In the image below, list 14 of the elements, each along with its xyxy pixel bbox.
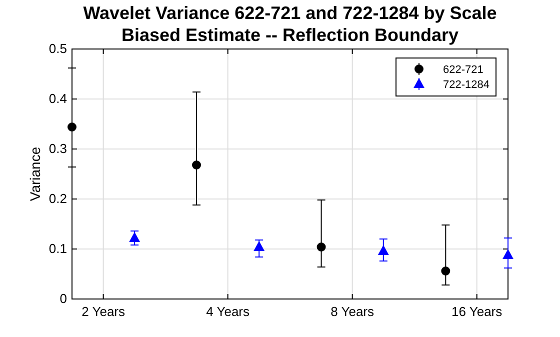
x-tick-label: 8 Years xyxy=(330,304,375,319)
y-tick-label: 0.5 xyxy=(48,41,67,56)
y-tick-label: 0.2 xyxy=(48,191,67,206)
y-tick-label: 0 xyxy=(60,291,67,306)
chart-title: Wavelet Variance 622-721 and 722-1284 by Scale Biased Estimate -- Reflection Boundary xyxy=(83,3,497,45)
y-axis-title: Variance xyxy=(27,146,43,202)
x-tick-label: 4 Years xyxy=(206,304,250,319)
x-tick-label: 16 Years xyxy=(452,304,503,319)
legend-label: 722-1284 xyxy=(443,79,490,91)
legend-label: 622-721 xyxy=(443,64,484,76)
y-tick-label: 0.1 xyxy=(48,241,67,256)
x-tick-label: 2 Years xyxy=(82,304,126,319)
y-tick-label: 0.3 xyxy=(48,141,67,156)
y-tick-label: 0.4 xyxy=(48,91,67,106)
